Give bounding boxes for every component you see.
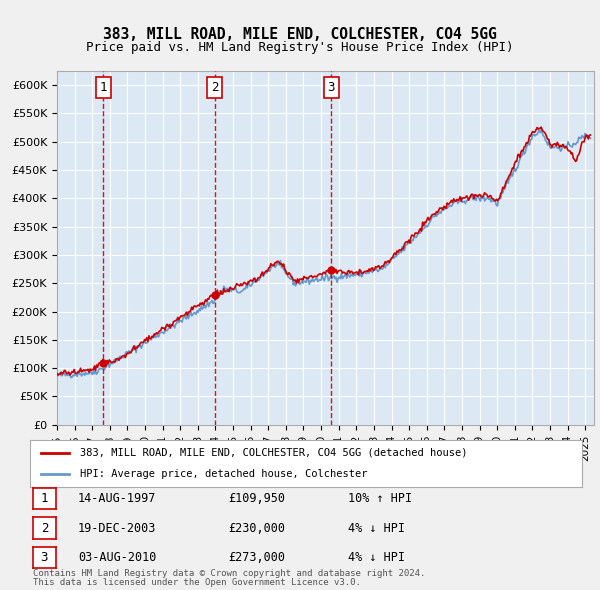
Text: Price paid vs. HM Land Registry's House Price Index (HPI): Price paid vs. HM Land Registry's House … [86,41,514,54]
Text: 14-AUG-1997: 14-AUG-1997 [78,492,157,505]
Text: £109,950: £109,950 [228,492,285,505]
Text: 1: 1 [100,81,107,94]
Text: £273,000: £273,000 [228,551,285,564]
Text: 03-AUG-2010: 03-AUG-2010 [78,551,157,564]
Text: 1: 1 [41,492,48,505]
Text: 10% ↑ HPI: 10% ↑ HPI [348,492,412,505]
Text: 2: 2 [211,81,218,94]
Text: 19-DEC-2003: 19-DEC-2003 [78,522,157,535]
Text: This data is licensed under the Open Government Licence v3.0.: This data is licensed under the Open Gov… [33,578,361,587]
Text: 3: 3 [328,81,335,94]
Text: 383, MILL ROAD, MILE END, COLCHESTER, CO4 5GG (detached house): 383, MILL ROAD, MILE END, COLCHESTER, CO… [80,448,467,458]
Text: £230,000: £230,000 [228,522,285,535]
Text: 4% ↓ HPI: 4% ↓ HPI [348,522,405,535]
Text: Contains HM Land Registry data © Crown copyright and database right 2024.: Contains HM Land Registry data © Crown c… [33,569,425,578]
Text: 2: 2 [41,522,48,535]
Text: HPI: Average price, detached house, Colchester: HPI: Average price, detached house, Colc… [80,468,367,478]
Text: 4% ↓ HPI: 4% ↓ HPI [348,551,405,564]
Text: 3: 3 [41,551,48,564]
Text: 383, MILL ROAD, MILE END, COLCHESTER, CO4 5GG: 383, MILL ROAD, MILE END, COLCHESTER, CO… [103,27,497,41]
